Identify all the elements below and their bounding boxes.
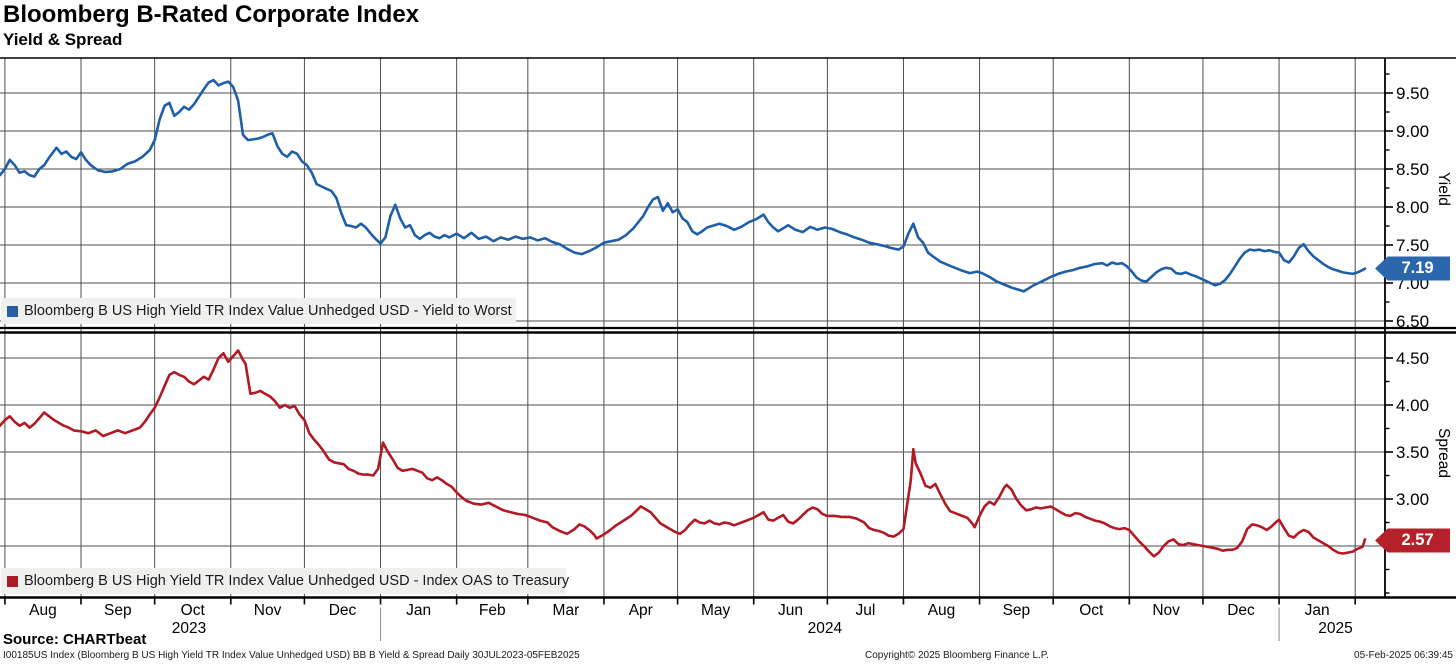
month-label: Aug — [29, 602, 57, 619]
month-label: Mar — [553, 602, 580, 619]
ytick-label: 9.50 — [1396, 84, 1429, 103]
legend-spread[interactable]: Bloomberg B US High Yield TR Index Value… — [1, 568, 570, 594]
spread-axis-title: Spread — [1435, 428, 1452, 478]
ytick-label: 9.00 — [1396, 122, 1429, 141]
ytick-label: 8.50 — [1396, 160, 1429, 179]
month-label: Oct — [181, 602, 206, 619]
month-label: Jun — [778, 602, 803, 619]
month-label: Sep — [104, 602, 132, 619]
spread-last-value-badge: 2.57 — [1375, 528, 1450, 553]
ytick-label: 6.50 — [1396, 312, 1429, 331]
month-label: Feb — [479, 602, 506, 619]
ytick-label: 4.00 — [1396, 396, 1429, 415]
month-label: Jan — [1305, 602, 1330, 619]
copyright-text: Copyright© 2025 Bloomberg Finance L.P. — [865, 650, 1049, 661]
yield-line — [0, 78, 1367, 293]
month-label: Jul — [855, 602, 875, 619]
month-label: Dec — [1227, 602, 1255, 619]
ytick-label: 8.00 — [1396, 198, 1429, 217]
spread-line — [0, 349, 1367, 558]
ytick-label: 3.00 — [1396, 490, 1429, 509]
yield-legend-label: Bloomberg B US High Yield TR Index Value… — [24, 303, 512, 319]
spread-legend-swatch-icon — [7, 575, 18, 587]
year-label: 2023 — [172, 620, 206, 637]
spread-legend-label: Bloomberg B US High Yield TR Index Value… — [24, 573, 570, 589]
month-label: Jan — [406, 602, 431, 619]
ytick-label: 7.50 — [1396, 236, 1429, 255]
month-label: Oct — [1079, 602, 1104, 619]
month-label: Sep — [1003, 602, 1031, 619]
page-subtitle: Yield & Spread — [3, 30, 123, 49]
year-label: 2025 — [1318, 620, 1352, 637]
year-label: 2024 — [808, 620, 843, 637]
page-title: Bloomberg B-Rated Corporate Index — [3, 1, 420, 28]
yield-legend-swatch-icon — [7, 305, 18, 317]
timestamp-text: 05-Feb-2025 06:39:45 — [1354, 650, 1453, 661]
month-label: Nov — [1152, 602, 1180, 619]
legend-yield[interactable]: Bloomberg B US High Yield TR Index Value… — [1, 298, 516, 324]
ytick-label: 3.50 — [1396, 443, 1429, 462]
month-label: Apr — [629, 602, 653, 619]
ytick-label: 4.50 — [1396, 349, 1429, 368]
source-label: Source: CHARTbeat — [3, 631, 147, 648]
month-label: Aug — [928, 602, 956, 619]
month-label: Nov — [254, 602, 282, 619]
month-label: May — [701, 602, 731, 619]
yield-last-value-badge: 7.19 — [1375, 256, 1450, 281]
yield-axis-title: Yield — [1435, 172, 1452, 206]
month-label: Dec — [329, 602, 357, 619]
footnote-text: I00185US Index (Bloomberg B US High Yiel… — [3, 650, 580, 661]
